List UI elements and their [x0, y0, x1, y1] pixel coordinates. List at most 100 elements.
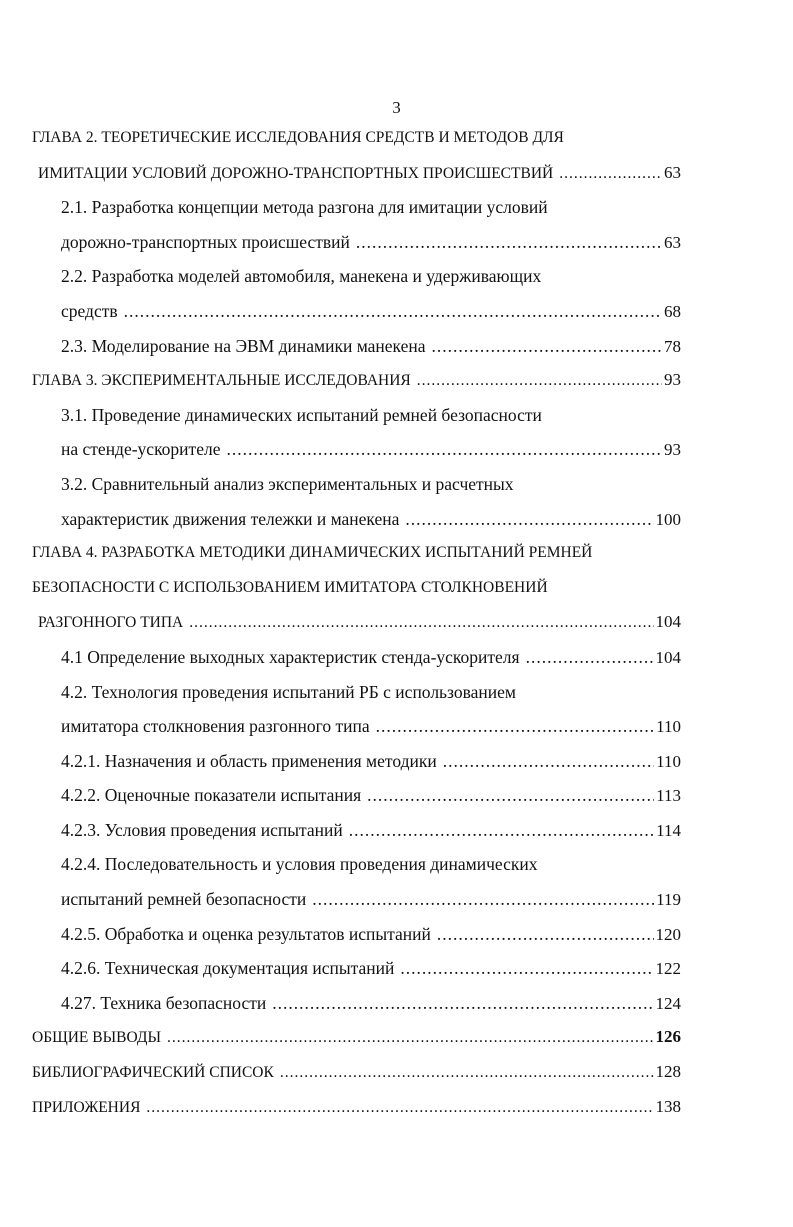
- toc-entry-title: характеристик движения тележки и манекен…: [61, 508, 400, 529]
- toc-entry-page: 63: [664, 232, 681, 252]
- toc-entry-title: БЕЗОПАСНОСТИ С ИСПОЛЬЗОВАНИЕМ ИМИТАТОРА …: [32, 578, 548, 596]
- toc-entry-page: 100: [655, 509, 682, 529]
- toc-entry: характеристик движения тележки и манекен…: [0, 502, 681, 537]
- toc-entry-title: ПРИЛОЖЕНИЯ: [32, 1098, 141, 1116]
- page-number: 3: [392, 98, 401, 117]
- toc-entry: дорожно-транспортных происшествий 63: [0, 225, 681, 260]
- toc-entry-title: 4.1 Определение выходных характеристик с…: [61, 646, 520, 667]
- toc-entry: БЕЗОПАСНОСТИ С ИСПОЛЬЗОВАНИЕМ ИМИТАТОРА …: [0, 571, 681, 606]
- toc-entry: 4.1 Определение выходных характеристик с…: [0, 640, 681, 675]
- toc-entry-title: испытаний ремней безопасности: [61, 889, 307, 910]
- toc-entry-page: 126: [655, 1027, 682, 1047]
- dot-leader: [400, 951, 653, 986]
- dot-leader: [443, 744, 654, 779]
- toc-entry: испытаний ремней безопасности 119: [0, 882, 681, 917]
- dot-leader: [417, 364, 662, 399]
- toc-entry-page: 93: [664, 440, 681, 460]
- toc-entry: 4.2.4. Последовательность и условия пров…: [0, 847, 681, 882]
- toc-entry-title: 4.27. Техника безопасности: [61, 992, 267, 1013]
- toc-entry: имитатора столкновения разгонного типа 11…: [0, 709, 681, 744]
- toc-entry-title: 2.1. Разработка концепции метода разгона…: [61, 197, 548, 218]
- dot-leader: [280, 1056, 654, 1091]
- toc-entry-title: ГЛАВА 2. ТЕОРЕТИЧЕСКИЕ ИССЛЕДОВАНИЯ СРЕД…: [32, 129, 564, 146]
- toc-entry-title: 4.2.6. Техническая документация испытани…: [61, 958, 395, 979]
- toc-entry-title: ИМИТАЦИИ УСЛОВИЙ ДОРОЖНО-ТРАНСПОРТНЫХ ПР…: [38, 164, 554, 182]
- dot-leader: [405, 502, 653, 537]
- toc-entry: РАЗГОННОГО ТИПА 104: [0, 605, 681, 640]
- toc-entry-page: 110: [656, 751, 681, 771]
- toc-entry-page: 124: [655, 993, 682, 1013]
- toc-entry-title: РАЗГОННОГО ТИПА: [38, 614, 184, 632]
- toc-entry: 2.2. Разработка моделей автомобиля, мане…: [0, 259, 681, 294]
- toc-entry-title: на стенде-ускорителе: [61, 439, 221, 460]
- toc-entry-title: 2.3. Моделирование на ЭВМ динамики манек…: [61, 335, 426, 356]
- toc-entry-page: 68: [664, 301, 681, 321]
- dot-leader: [356, 225, 662, 260]
- toc-entry-title: БИБЛИОГРАФИЧЕСКИЙ СПИСОК: [32, 1064, 274, 1082]
- toc-entry-page: 114: [656, 820, 681, 840]
- toc-entry: ГЛАВА 4. РАЗРАБОТКА МЕТОДИКИ ДИНАМИЧЕСКИ…: [0, 536, 681, 571]
- toc-entry-page: 63: [664, 162, 681, 182]
- toc-entry: ПРИЛОЖЕНИЯ 138: [0, 1090, 681, 1125]
- dot-leader: [367, 778, 654, 813]
- toc-entry-title: 3.2. Сравнительный анализ эксперименталь…: [61, 473, 514, 494]
- dot-leader: [559, 157, 662, 192]
- toc-entry: ГЛАВА 3. ЭКСПЕРИМЕНТАЛЬНЫЕ ИССЛЕДОВАНИЯ 9…: [0, 363, 681, 398]
- toc-entry-page: 138: [655, 1096, 682, 1116]
- toc-entry-page: 119: [656, 890, 681, 910]
- toc-entry: 4.2.2. Оценочные показатели испытания 113: [0, 778, 681, 813]
- toc-entry-page: 110: [656, 717, 681, 737]
- toc-entry: 4.27. Техника безопасности 124: [0, 986, 681, 1021]
- toc-entry: БИБЛИОГРАФИЧЕСКИЙ СПИСОК 128: [0, 1055, 681, 1090]
- toc-entry-page: 122: [655, 959, 682, 979]
- dot-leader: [432, 329, 662, 364]
- dot-leader: [376, 709, 655, 744]
- toc-entry-title: имитатора столкновения разгонного типа: [61, 716, 370, 737]
- dot-leader: [189, 606, 653, 641]
- toc-entry-page: 104: [655, 612, 682, 632]
- toc-entry-page: 128: [655, 1062, 682, 1082]
- toc-entry-title: 4.2.2. Оценочные показатели испытания: [61, 785, 362, 806]
- dot-leader: [124, 294, 662, 329]
- toc-entry: 3.2. Сравнительный анализ эксперименталь…: [0, 467, 681, 502]
- toc-entry-title: 4.2. Технология проведения испытаний РБ …: [61, 681, 516, 702]
- dot-leader: [312, 882, 654, 917]
- dot-leader: [349, 813, 654, 848]
- dot-leader: [526, 640, 654, 675]
- toc-entry-title: дорожно-транспортных происшествий: [61, 231, 350, 252]
- dot-leader: [167, 1021, 654, 1056]
- toc-entry: 4.2.5. Обработка и оценка результатов ис…: [0, 917, 681, 952]
- toc-entry: на стенде-ускорителе 93: [0, 432, 681, 467]
- toc-entry-title: ГЛАВА 4. РАЗРАБОТКА МЕТОДИКИ ДИНАМИЧЕСКИ…: [32, 544, 593, 562]
- toc-entry-title: 4.2.5. Обработка и оценка результатов ис…: [61, 923, 431, 944]
- toc-entry-page: 120: [655, 924, 682, 944]
- toc-entry-title: 3.1. Проведение динамических испытаний р…: [61, 404, 542, 425]
- table-of-contents: ГЛАВА 2. ТЕОРЕТИЧЕСКИЕ ИССЛЕДОВАНИЯ СРЕД…: [0, 121, 793, 1124]
- dot-leader: [226, 432, 662, 467]
- dot-leader: [146, 1091, 653, 1126]
- toc-entry-title: 2.2. Разработка моделей автомобиля, мане…: [61, 266, 542, 287]
- toc-entry: 3.1. Проведение динамических испытаний р…: [0, 398, 681, 433]
- toc-entry: 2.3. Моделирование на ЭВМ динамики манек…: [0, 329, 681, 364]
- toc-entry-page: 78: [664, 336, 681, 356]
- toc-entry-title: ОБЩИЕ ВЫВОДЫ: [32, 1029, 161, 1047]
- toc-entry-title: 4.2.1. Назначения и область применения м…: [61, 750, 437, 771]
- toc-entry: 2.1. Разработка концепции метода разгона…: [0, 190, 681, 225]
- toc-entry: 4.2.1. Назначения и область применения м…: [0, 744, 681, 779]
- toc-entry-page: 113: [656, 786, 681, 806]
- toc-entry-title: средств: [61, 300, 118, 321]
- toc-entry-page: 93: [664, 370, 681, 390]
- toc-entry: 4.2.3. Условия проведения испытаний 114: [0, 813, 681, 848]
- dot-leader: [437, 917, 654, 952]
- toc-entry-title: ГЛАВА 3. ЭКСПЕРИМЕНТАЛЬНЫЕ ИССЛЕДОВАНИЯ: [32, 372, 411, 390]
- dot-leader: [272, 986, 653, 1021]
- toc-entry: ОБЩИЕ ВЫВОДЫ 126: [0, 1020, 681, 1055]
- toc-entry: 4.2. Технология проведения испытаний РБ …: [0, 675, 681, 710]
- toc-entry-title: 4.2.4. Последовательность и условия пров…: [61, 854, 538, 875]
- toc-entry: средств 68: [0, 294, 681, 329]
- toc-entry: ИМИТАЦИИ УСЛОВИЙ ДОРОЖНО-ТРАНСПОРТНЫХ ПР…: [0, 156, 681, 191]
- toc-entry-page: 104: [655, 647, 682, 667]
- toc-entry: 4.2.6. Техническая документация испытани…: [0, 951, 681, 986]
- toc-entry-title: 4.2.3. Условия проведения испытаний: [61, 819, 343, 840]
- toc-entry: ГЛАВА 2. ТЕОРЕТИЧЕСКИЕ ИССЛЕДОВАНИЯ СРЕД…: [0, 121, 681, 156]
